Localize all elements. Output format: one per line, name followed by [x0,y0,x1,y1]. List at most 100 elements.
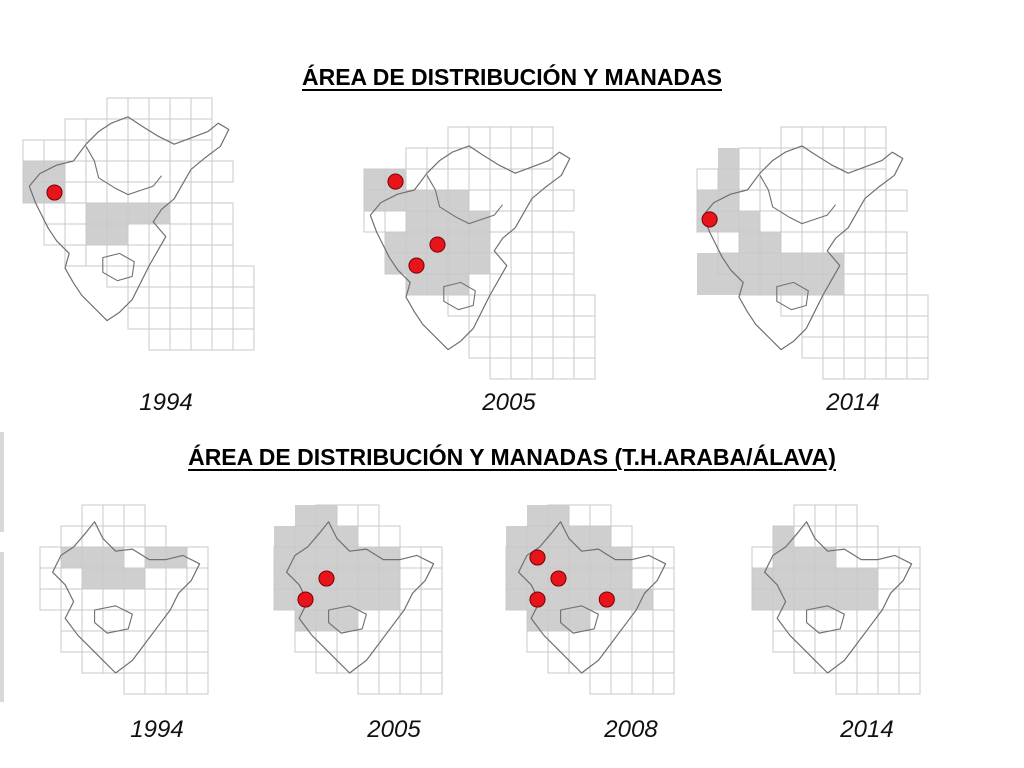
grid-cell [864,294,887,317]
grid-cell [489,336,512,359]
grid-cell [652,630,675,653]
grid-cell [885,252,908,275]
grid-cell [123,504,146,527]
grid-cell [631,672,654,695]
occupied-cell [802,274,823,295]
grid-cell [835,630,858,653]
occupied-cell [760,232,781,253]
grid-cell [169,118,192,141]
grid-cell [568,651,591,674]
occupied-cell [569,610,590,631]
grid-cell [864,273,887,296]
province-divide [85,146,163,196]
grid-cell [211,202,234,225]
grid-cell [190,286,213,309]
grid-cell [489,168,512,191]
grid-cell [864,315,887,338]
province-border [763,521,913,674]
grid-cell [864,336,887,359]
grid-cell [814,504,837,527]
grid-cell [898,672,921,695]
grid-cell [64,118,87,141]
occupied-cell [836,589,857,610]
grid-cell [898,546,921,569]
grid-cell [186,672,209,695]
grid-cell [877,567,900,590]
grid-cell [751,546,774,569]
grid-cell [190,139,213,162]
wolf-pack-marker [529,549,546,566]
occupied-cell [145,547,166,568]
grid-cell [835,651,858,674]
occupied-cell [718,274,739,295]
grid-cell [801,336,824,359]
enclave-border [776,281,809,311]
grid-cell [420,567,443,590]
grid-cell [81,609,104,632]
grid-cell [822,357,845,380]
grid-cell [102,504,125,527]
grid-cell [81,504,104,527]
grid-cell [190,265,213,288]
grid-cell [531,252,554,275]
grid-cell [165,672,188,695]
occupied-cell [61,547,82,568]
grid-cell [315,630,338,653]
grid-cell [822,126,845,149]
grid-cell [468,273,491,296]
occupied-cell [427,274,448,295]
grid-cell [835,504,858,527]
year-label-bottom-2014: 2014 [840,716,894,743]
grid-cell [426,168,449,191]
grid-cell [169,265,192,288]
occupied-cell [295,547,316,568]
grid-cell [232,307,255,330]
occupied-cell [739,253,760,274]
grid-cell [793,651,816,674]
occupied-cell [406,190,427,211]
grid-cell [589,672,612,695]
occupied-cell [385,190,406,211]
occupied-cell [469,232,490,253]
grid-cell [190,307,213,330]
grid-cell [864,357,887,380]
occupied-cell [379,568,400,589]
grid-cell [531,189,554,212]
grid-cell [898,630,921,653]
occupied-cell [316,589,337,610]
grid-cell [378,630,401,653]
occupied-cell [506,568,527,589]
grid-cell [378,672,401,695]
grid-cell [127,286,150,309]
grid-cell [169,160,192,183]
grid-cell [552,189,575,212]
grid-cell [123,609,146,632]
occupied-cell [82,568,103,589]
grid-cell [510,357,533,380]
grid-cell [801,231,824,254]
occupied-cell [760,274,781,295]
grid-cell [906,294,929,317]
occupied-cell [781,253,802,274]
bottom-panel-2005-map [273,504,443,695]
grid-cell [190,202,213,225]
grid-cell [885,189,908,212]
grid-cell [843,273,866,296]
grid-cell [81,525,104,548]
grid-cell [589,504,612,527]
occupied-cell [548,526,569,547]
grid-cell [336,630,359,653]
bottom-panel-1994-map [39,504,209,695]
grid-cell [717,231,740,254]
grid-cell [144,630,167,653]
occupied-cell [802,253,823,274]
grid-cell [447,168,470,191]
occupied-cell [760,253,781,274]
grid-cell [64,202,87,225]
grid-cell [127,139,150,162]
grid-cell [363,210,386,233]
grid-cell [357,651,380,674]
grid-cell [898,609,921,632]
grid-cell [357,630,380,653]
grid-cell [39,546,62,569]
